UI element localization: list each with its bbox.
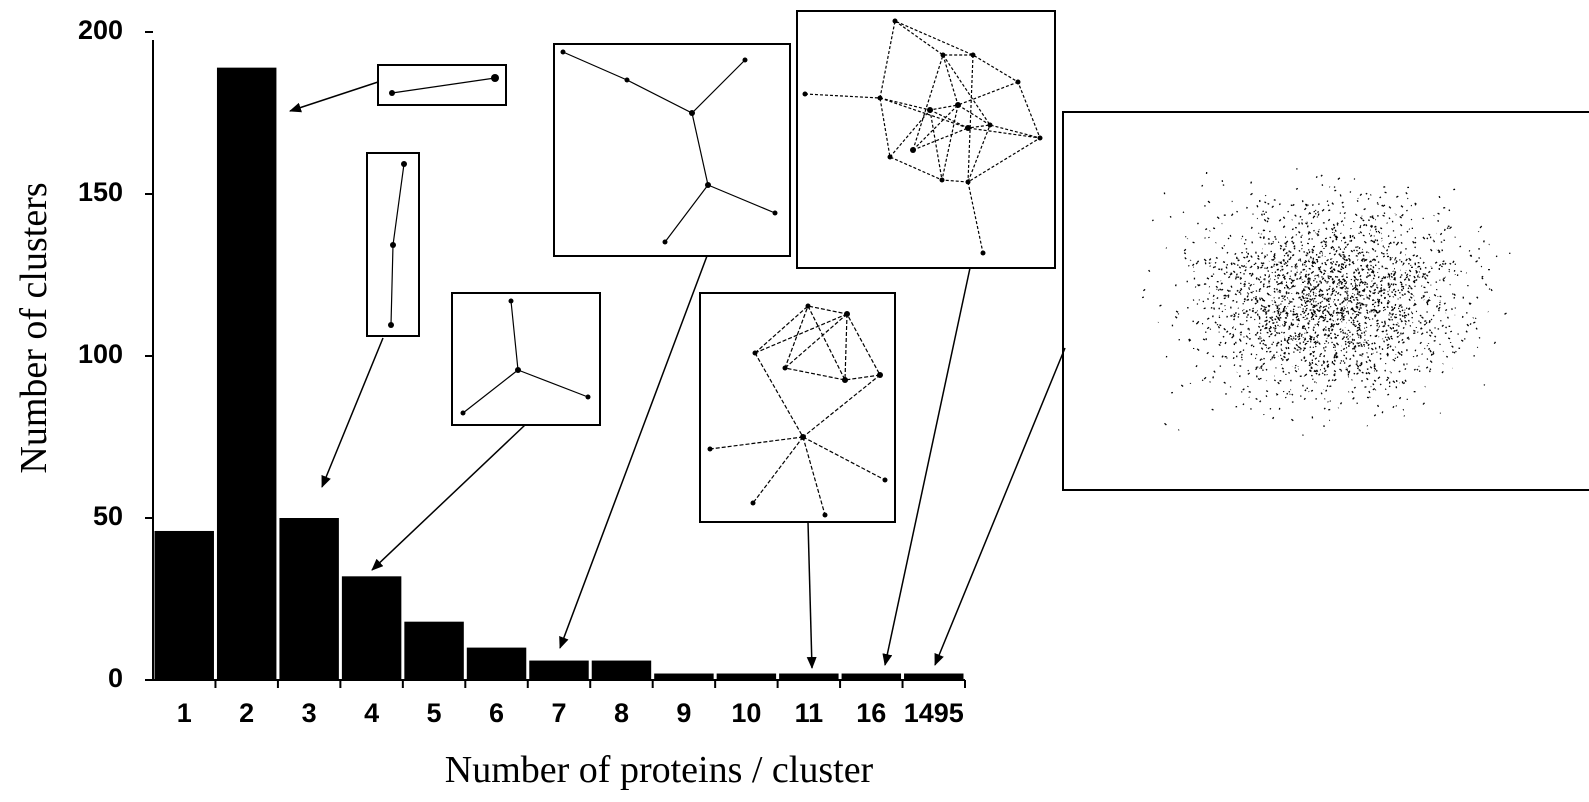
- network-node: [515, 367, 521, 373]
- network-node: [401, 161, 407, 167]
- inset-box: [1062, 111, 1589, 491]
- y-axis-title: Number of clusters: [13, 182, 55, 473]
- network-node: [388, 322, 394, 328]
- x-tick-label: 7: [551, 698, 566, 728]
- bar: [466, 647, 527, 680]
- bar: [591, 660, 652, 680]
- network-insets: [289, 10, 1589, 669]
- arrow: [371, 424, 526, 571]
- network-node: [460, 410, 466, 416]
- x-tick-label: 1: [177, 698, 192, 728]
- x-tick-label: 1495: [904, 698, 964, 728]
- y-tick-label: 0: [108, 663, 123, 693]
- network-nodes: [560, 49, 778, 245]
- bar: [341, 576, 402, 680]
- bar: [154, 530, 214, 680]
- x-tick-label: 6: [489, 698, 504, 728]
- inset-box: [451, 292, 601, 426]
- inset-box: [377, 64, 507, 106]
- bar: [216, 67, 277, 680]
- network-nodes: [802, 18, 1043, 256]
- y-tick-label: 100: [78, 339, 123, 369]
- x-tick-label: 11: [795, 698, 824, 728]
- network-node: [585, 394, 591, 400]
- bar: [654, 673, 714, 680]
- arrow: [289, 81, 379, 113]
- bar: [716, 673, 777, 680]
- network-edge: [391, 77, 496, 94]
- arrow: [806, 521, 817, 669]
- network-node: [389, 90, 395, 96]
- x-tick-label: 9: [676, 698, 691, 728]
- arrow: [882, 267, 971, 666]
- x-tick-label: 8: [614, 698, 629, 728]
- x-tick-label: 10: [731, 698, 761, 728]
- x-tick-label: 3: [302, 698, 317, 728]
- arrow: [559, 255, 708, 649]
- arrow: [321, 337, 384, 488]
- bar: [904, 673, 964, 680]
- x-tick-label: 4: [364, 698, 379, 728]
- x-tick-label: 2: [239, 698, 254, 728]
- y-tick-label: 200: [78, 15, 123, 45]
- x-axis-title: Number of proteins / cluster: [445, 749, 874, 791]
- bar: [841, 673, 902, 680]
- network-node: [508, 298, 514, 304]
- arrow: [934, 347, 1066, 666]
- y-tick-label: 50: [93, 501, 123, 531]
- inset-box: [796, 10, 1056, 269]
- network-nodes: [707, 303, 888, 518]
- bar: [404, 621, 464, 680]
- large-network-cloud: [1141, 168, 1511, 436]
- inset-box: [553, 43, 791, 257]
- network-node: [491, 74, 499, 82]
- x-tick-label: 5: [427, 698, 442, 728]
- x-tick-label: 16: [856, 698, 886, 728]
- inset-box: [699, 292, 896, 523]
- bar: [279, 518, 339, 680]
- bar: [779, 673, 839, 680]
- y-tick-label: 150: [78, 177, 123, 207]
- bar: [529, 660, 589, 680]
- network-node: [390, 242, 396, 248]
